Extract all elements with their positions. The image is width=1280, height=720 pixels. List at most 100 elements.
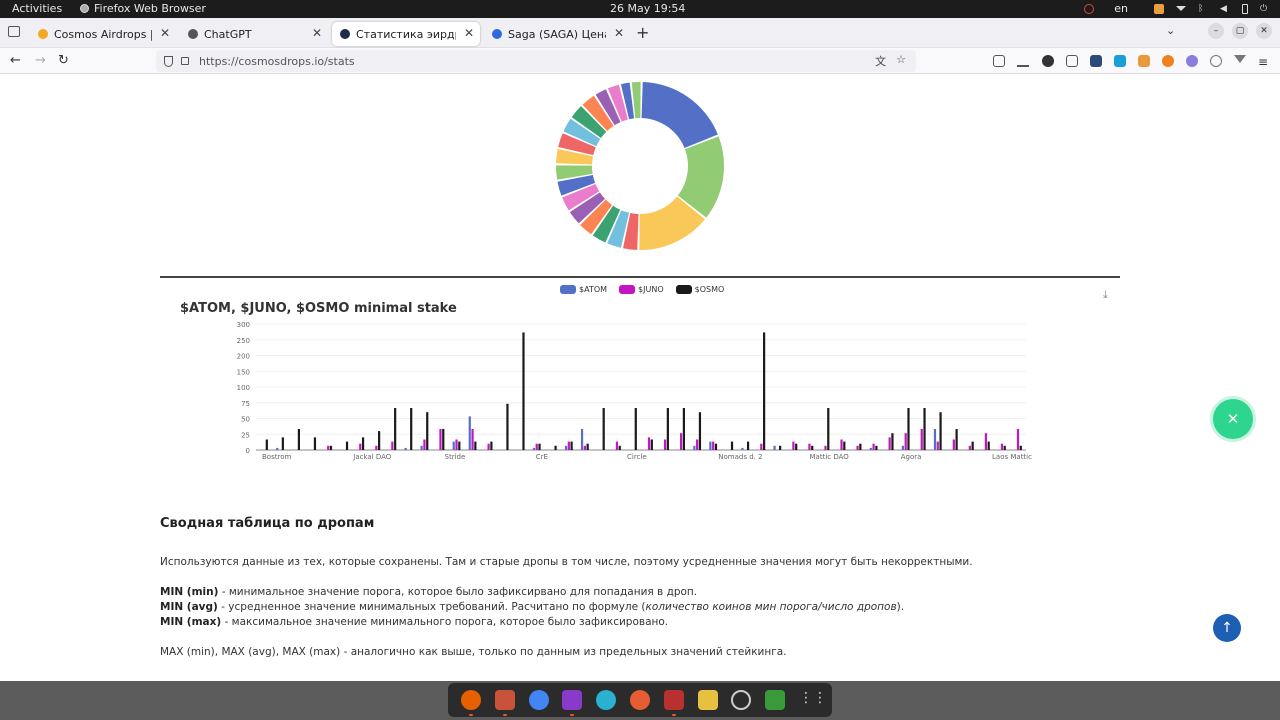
- goland-dock-icon[interactable]: [596, 690, 617, 710]
- donut-slice[interactable]: [562, 184, 600, 211]
- scroll-to-top-button[interactable]: ↑: [1213, 614, 1241, 642]
- donut-slice[interactable]: [557, 175, 596, 196]
- bar-osmo[interactable]: [361, 437, 365, 450]
- bar-osmo[interactable]: [538, 443, 541, 450]
- bar-osmo[interactable]: [378, 431, 381, 450]
- bar-osmo[interactable]: [843, 441, 846, 450]
- close-tab-icon[interactable]: ✕: [463, 26, 474, 40]
- bar-atom[interactable]: [404, 447, 407, 450]
- bar-juno[interactable]: [423, 439, 426, 451]
- bar-juno[interactable]: [663, 439, 667, 451]
- donut-slice[interactable]: [677, 136, 724, 218]
- bar-osmo[interactable]: [955, 429, 958, 450]
- bar-osmo[interactable]: [442, 429, 445, 450]
- bar-osmo[interactable]: [618, 445, 621, 450]
- bar-juno[interactable]: [936, 441, 939, 450]
- translate-icon[interactable]: 文: [875, 55, 887, 68]
- extensions-icon[interactable]: [1066, 55, 1078, 67]
- extension-vpn-icon[interactable]: [1234, 55, 1246, 63]
- bookmark-star-icon[interactable]: ☆: [896, 53, 906, 66]
- app-menu[interactable]: Firefox Web Browser: [80, 2, 206, 15]
- bar-osmo[interactable]: [313, 437, 317, 450]
- maximize-icon[interactable]: ▢: [1232, 23, 1248, 39]
- bar-atom[interactable]: [420, 445, 423, 450]
- bar-osmo[interactable]: [939, 412, 942, 450]
- bar-juno[interactable]: [872, 443, 875, 450]
- donut-slice[interactable]: [595, 89, 621, 126]
- donut-slice[interactable]: [641, 82, 718, 148]
- downloads-icon[interactable]: [1017, 55, 1029, 67]
- donut-slice[interactable]: [582, 95, 614, 131]
- bar-osmo[interactable]: [281, 437, 284, 450]
- input-language[interactable]: en: [1114, 2, 1128, 15]
- bar-osmo[interactable]: [811, 445, 814, 450]
- extension-s-icon[interactable]: [1042, 55, 1054, 67]
- bar-juno[interactable]: [904, 433, 907, 450]
- bar-juno[interactable]: [696, 439, 699, 451]
- bar-osmo[interactable]: [875, 445, 878, 450]
- battery-icon[interactable]: [1242, 3, 1248, 14]
- bar-atom[interactable]: [933, 429, 937, 450]
- wifi-icon[interactable]: [1176, 6, 1186, 11]
- donut-slice[interactable]: [592, 205, 621, 243]
- bar-osmo[interactable]: [1019, 445, 1022, 450]
- tab-list-icon[interactable]: [8, 26, 20, 37]
- bar-osmo[interactable]: [795, 443, 798, 450]
- files-dock-icon[interactable]: [494, 690, 515, 716]
- floating-action-button[interactable]: ✕: [1213, 399, 1253, 439]
- legend-item-atom[interactable]: $ATOM: [560, 285, 607, 294]
- extension-globe-icon[interactable]: [1210, 55, 1222, 67]
- bar-atom[interactable]: [452, 441, 455, 450]
- bar-osmo[interactable]: [586, 443, 589, 450]
- bar-osmo[interactable]: [297, 429, 301, 450]
- chevron-down-icon[interactable]: ⌄: [1166, 24, 1176, 37]
- chrome-dock-icon[interactable]: [528, 690, 549, 710]
- extension-k-icon[interactable]: [1114, 55, 1126, 67]
- bar-juno[interactable]: [680, 433, 683, 450]
- bar-juno[interactable]: [792, 441, 795, 450]
- metamask-icon[interactable]: [1138, 55, 1150, 67]
- firefox-dock-icon[interactable]: [460, 690, 481, 716]
- bar-juno[interactable]: [615, 441, 619, 450]
- bar-osmo[interactable]: [506, 403, 509, 450]
- donut-slice[interactable]: [556, 148, 593, 165]
- bar-juno[interactable]: [391, 441, 394, 450]
- bar-osmo[interactable]: [458, 441, 461, 450]
- bar-juno[interactable]: [952, 439, 955, 451]
- bar-osmo[interactable]: [859, 443, 862, 450]
- extension-star-icon[interactable]: [1162, 55, 1174, 67]
- bar-osmo[interactable]: [714, 443, 718, 450]
- bar-juno[interactable]: [375, 445, 378, 450]
- bar-osmo[interactable]: [923, 408, 926, 450]
- bar-atom[interactable]: [580, 429, 584, 450]
- donut-slice[interactable]: [622, 213, 639, 250]
- donut-slice[interactable]: [571, 106, 607, 139]
- bar-osmo[interactable]: [698, 412, 702, 450]
- clock[interactable]: 26 May 19:54: [610, 2, 686, 15]
- bar-osmo[interactable]: [265, 439, 268, 451]
- bar-osmo[interactable]: [650, 439, 653, 451]
- close-tab-icon[interactable]: ✕: [311, 26, 322, 40]
- terminal-dock-icon[interactable]: [663, 690, 684, 716]
- bar-osmo[interactable]: [987, 441, 990, 450]
- bar-juno[interactable]: [840, 439, 843, 451]
- bar-osmo[interactable]: [394, 408, 397, 450]
- bar-osmo[interactable]: [730, 441, 734, 450]
- bar-juno[interactable]: [808, 443, 811, 450]
- reload-icon[interactable]: ↻: [58, 53, 69, 68]
- bar-osmo[interactable]: [827, 408, 830, 450]
- bar-juno[interactable]: [439, 429, 442, 450]
- extension-photo-icon[interactable]: [1090, 55, 1102, 67]
- trash-dock-icon[interactable]: [765, 690, 786, 710]
- notes-dock-icon[interactable]: [697, 690, 718, 710]
- bar-juno[interactable]: [471, 429, 474, 450]
- donut-slice[interactable]: [631, 82, 641, 119]
- bar-juno[interactable]: [583, 445, 586, 450]
- bar-atom[interactable]: [532, 447, 536, 450]
- bar-osmo[interactable]: [666, 408, 669, 450]
- bar-osmo[interactable]: [522, 332, 525, 450]
- bar-osmo[interactable]: [474, 441, 477, 450]
- volume-icon[interactable]: ◀: [1220, 3, 1227, 14]
- download-chart-icon[interactable]: ⤓: [1103, 288, 1108, 301]
- close-window-icon[interactable]: ✕: [1256, 23, 1272, 39]
